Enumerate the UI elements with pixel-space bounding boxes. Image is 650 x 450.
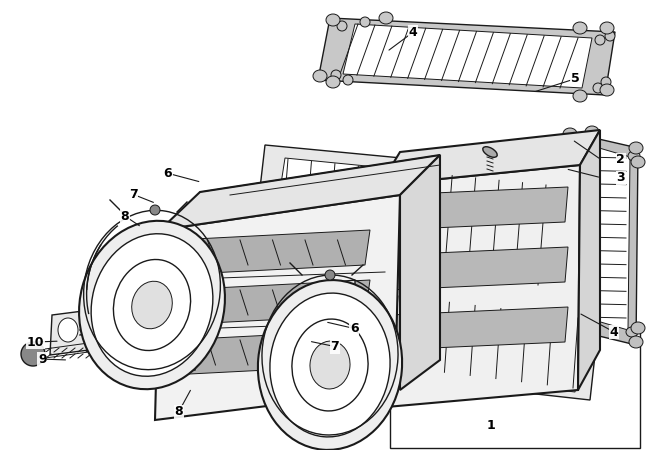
- Ellipse shape: [561, 338, 575, 350]
- Polygon shape: [580, 143, 630, 330]
- Text: 2: 2: [616, 153, 625, 166]
- Ellipse shape: [600, 22, 614, 34]
- Ellipse shape: [563, 324, 577, 336]
- Polygon shape: [566, 132, 638, 345]
- Ellipse shape: [313, 70, 327, 82]
- Ellipse shape: [573, 90, 587, 102]
- Text: 1: 1: [486, 419, 495, 432]
- Text: 3: 3: [616, 171, 625, 184]
- Ellipse shape: [325, 270, 335, 280]
- Ellipse shape: [326, 14, 340, 26]
- Polygon shape: [155, 238, 195, 374]
- Ellipse shape: [79, 221, 225, 389]
- Ellipse shape: [563, 128, 577, 140]
- Polygon shape: [250, 145, 580, 310]
- Text: 4: 4: [408, 26, 417, 39]
- Polygon shape: [50, 305, 130, 355]
- Ellipse shape: [568, 313, 580, 323]
- Polygon shape: [170, 230, 370, 275]
- Ellipse shape: [292, 319, 368, 411]
- Ellipse shape: [337, 21, 347, 31]
- Ellipse shape: [21, 342, 45, 366]
- Ellipse shape: [631, 156, 645, 168]
- Polygon shape: [388, 307, 568, 350]
- Polygon shape: [380, 295, 585, 392]
- Polygon shape: [578, 130, 600, 390]
- Polygon shape: [160, 155, 440, 230]
- Polygon shape: [318, 18, 615, 95]
- Text: 9: 9: [38, 353, 47, 365]
- Text: 7: 7: [330, 340, 339, 353]
- Ellipse shape: [628, 151, 640, 161]
- Ellipse shape: [595, 35, 605, 45]
- Ellipse shape: [360, 17, 370, 27]
- Ellipse shape: [91, 234, 213, 376]
- Ellipse shape: [258, 280, 402, 450]
- Ellipse shape: [570, 138, 582, 148]
- Ellipse shape: [629, 336, 643, 348]
- Polygon shape: [388, 187, 568, 230]
- Ellipse shape: [270, 293, 390, 437]
- Polygon shape: [380, 130, 600, 185]
- Polygon shape: [170, 330, 370, 375]
- Ellipse shape: [573, 22, 587, 34]
- Text: 5: 5: [571, 72, 580, 85]
- Polygon shape: [170, 280, 370, 325]
- Ellipse shape: [483, 147, 497, 158]
- Polygon shape: [375, 165, 580, 408]
- Ellipse shape: [585, 126, 599, 138]
- Ellipse shape: [331, 70, 341, 80]
- Polygon shape: [365, 285, 600, 400]
- Polygon shape: [343, 24, 592, 88]
- Ellipse shape: [593, 83, 603, 93]
- Ellipse shape: [113, 260, 190, 351]
- Ellipse shape: [379, 12, 393, 24]
- Text: 7: 7: [129, 188, 138, 201]
- Ellipse shape: [310, 341, 350, 389]
- Ellipse shape: [150, 205, 160, 215]
- Ellipse shape: [103, 311, 123, 335]
- Ellipse shape: [605, 31, 615, 41]
- Ellipse shape: [326, 76, 340, 88]
- Polygon shape: [155, 195, 400, 420]
- Ellipse shape: [601, 77, 611, 87]
- Polygon shape: [268, 158, 560, 296]
- Text: 1: 1: [486, 419, 495, 432]
- Polygon shape: [310, 280, 355, 405]
- Ellipse shape: [343, 75, 353, 85]
- Text: 8: 8: [120, 210, 129, 222]
- Ellipse shape: [600, 84, 614, 96]
- Text: 6: 6: [163, 167, 172, 180]
- Ellipse shape: [132, 281, 172, 329]
- Text: 8: 8: [174, 405, 183, 418]
- Text: 4: 4: [610, 326, 619, 338]
- Text: 10: 10: [27, 336, 44, 348]
- Ellipse shape: [626, 327, 638, 337]
- Polygon shape: [388, 247, 568, 290]
- Ellipse shape: [629, 142, 643, 154]
- Polygon shape: [400, 155, 440, 390]
- Ellipse shape: [631, 322, 645, 334]
- Ellipse shape: [58, 318, 78, 342]
- Text: 6: 6: [350, 322, 359, 335]
